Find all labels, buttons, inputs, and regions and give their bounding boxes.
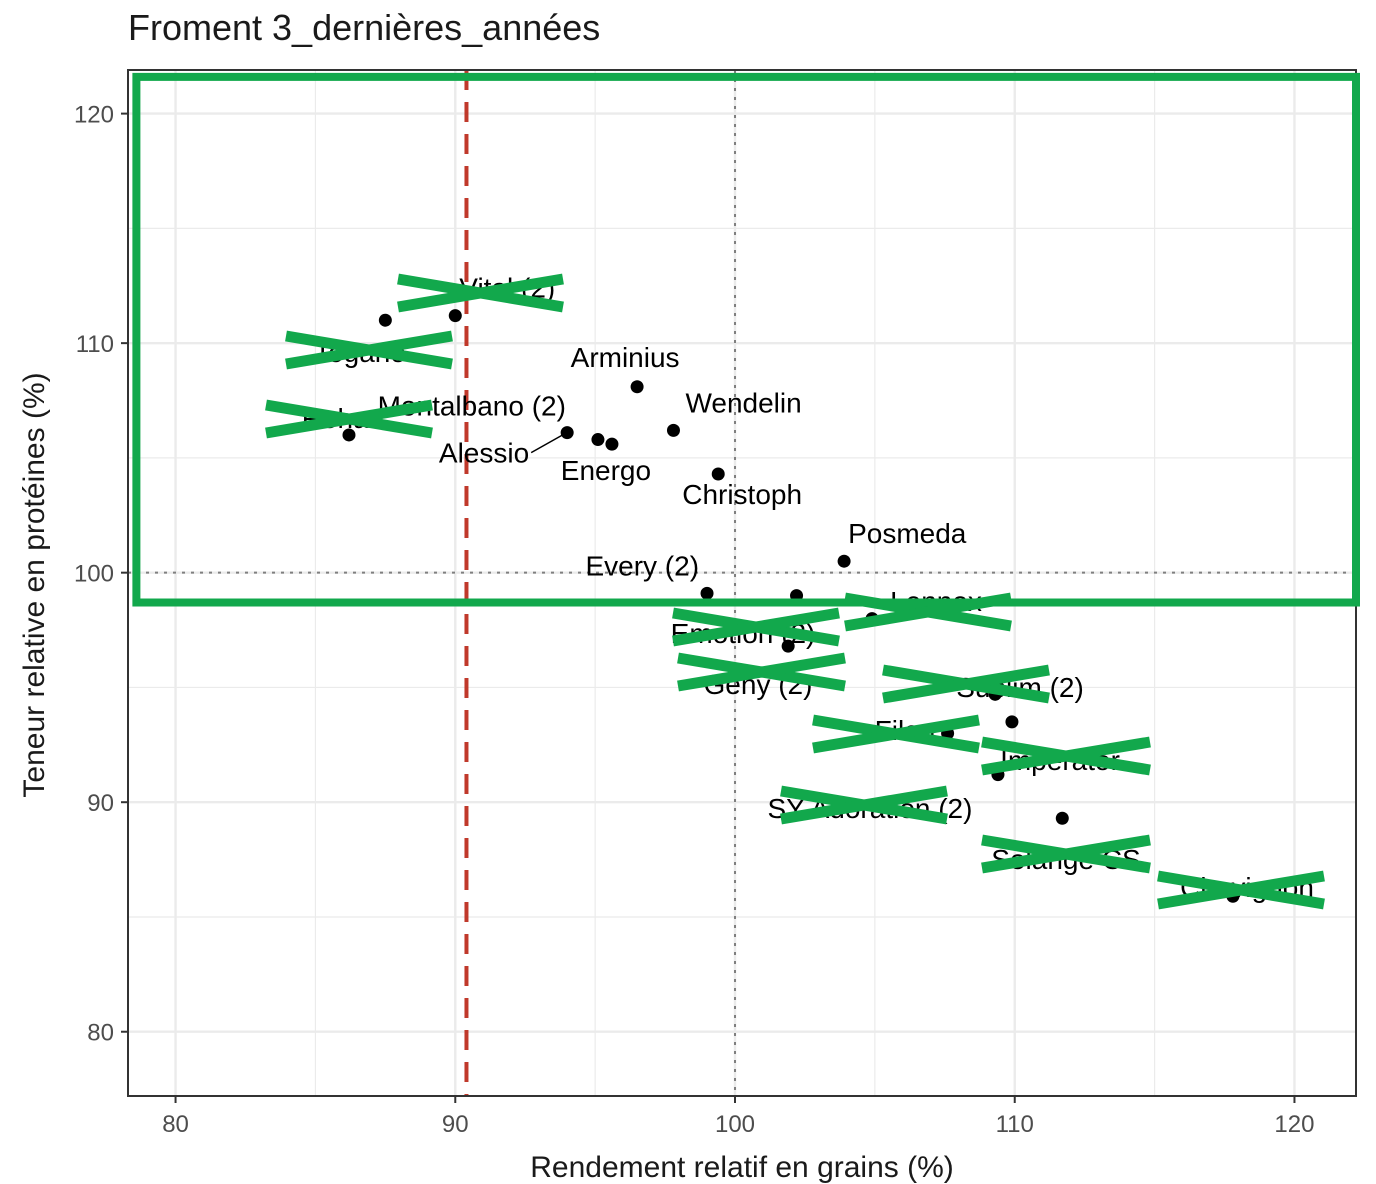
data-point: [591, 433, 604, 446]
data-point: [667, 424, 680, 437]
data-point: [838, 555, 851, 568]
x-tick-label: 90: [442, 1111, 469, 1138]
data-point: [1056, 812, 1069, 825]
data-point: [605, 438, 618, 451]
data-point: [1005, 715, 1018, 728]
data-point: [701, 587, 714, 600]
y-tick-label: 110: [76, 331, 114, 358]
data-point: [449, 309, 462, 322]
chart-title: Froment 3_dernières_années: [128, 7, 600, 48]
y-tick-label: 120: [74, 102, 114, 129]
point-label: Posmeda: [848, 518, 967, 549]
data-point: [561, 426, 574, 439]
grid-lines: [128, 70, 1356, 1096]
x-axis-title: Rendement relatif en grains (%): [530, 1151, 954, 1184]
y-tick-label: 90: [87, 790, 114, 817]
y-tick-label: 100: [74, 561, 114, 588]
data-point: [379, 314, 392, 327]
point-label: Alessio: [439, 438, 529, 469]
panel-border: [128, 70, 1356, 1096]
x-tick-label: 80: [162, 1111, 189, 1138]
point-label: Every (2): [585, 550, 699, 581]
x-tick-label: 100: [715, 1111, 755, 1138]
label-leader-line: [531, 435, 563, 453]
y-axis-title: Teneur relative en protéines (%): [18, 372, 51, 797]
data-point: [631, 380, 644, 393]
x-tick-label: 120: [1274, 1111, 1314, 1138]
point-label: Arminius: [571, 342, 680, 373]
point-label: Christoph: [682, 479, 802, 510]
reference-lines: [128, 70, 1356, 1096]
point-label: Wendelin: [685, 387, 801, 418]
x-tick-label: 110: [996, 1111, 1034, 1138]
point-label: Energo: [561, 455, 651, 486]
y-tick-label: 80: [87, 1020, 114, 1047]
